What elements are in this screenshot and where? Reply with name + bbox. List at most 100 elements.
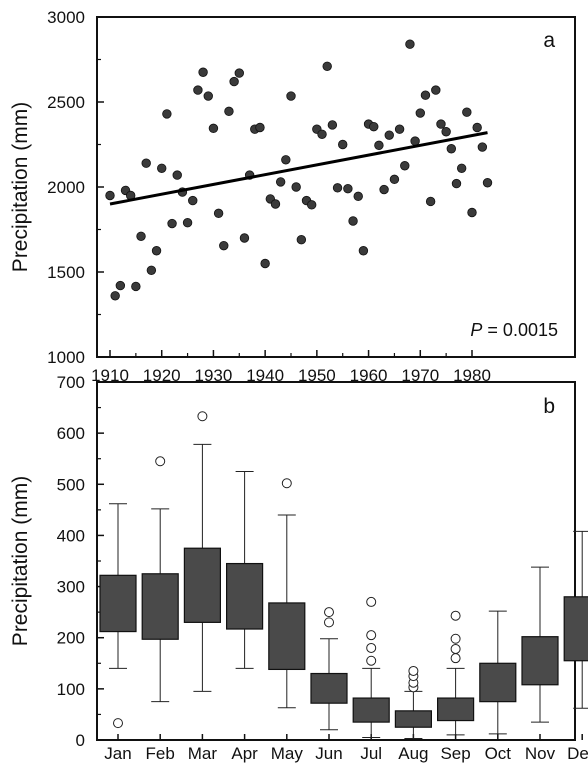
- data-point: [369, 121, 379, 132]
- panel-a-xtick-label: 1920: [143, 366, 181, 385]
- iqr-box: [310, 672, 348, 704]
- data-point: [213, 208, 224, 219]
- month-box-jul: [352, 596, 390, 738]
- month-box-aug: [394, 665, 432, 739]
- outlier-point: [324, 617, 334, 628]
- data-point: [405, 39, 415, 49]
- data-point: [338, 139, 348, 150]
- data-point: [136, 231, 146, 242]
- panel-a-ytick-label: 2000: [47, 178, 85, 197]
- panel-a-xtick-label: 1940: [246, 366, 284, 385]
- month-box-sep: [437, 610, 475, 736]
- month-label: Apr: [231, 744, 258, 763]
- month-box-may: [268, 478, 306, 709]
- iqr-box: [141, 573, 179, 640]
- iqr-box: [437, 697, 475, 722]
- panel-b-ticks: 0 100 200 300 400 500 600 700 Jan Feb Mar Apr May Jun…: [57, 373, 588, 763]
- month-box-feb: [141, 456, 179, 703]
- data-point: [482, 178, 493, 188]
- data-point: [472, 122, 482, 133]
- data-point: [193, 85, 203, 95]
- iqr-box: [479, 662, 517, 703]
- iqr-box: [226, 562, 264, 630]
- panel-a-xtick-label: 1980: [453, 366, 491, 385]
- data-point: [110, 291, 120, 301]
- panel-b-boxplot: 0 100 200 300 400 500 600 700 Jan Feb Mar Apr May Jun…: [9, 373, 588, 763]
- panel-a-ytick-label: 1000: [47, 348, 85, 367]
- panel-a-ylabel: Precipitation (mm): [9, 102, 32, 272]
- panel-a-ytick-label: 3000: [47, 8, 85, 27]
- data-point: [141, 158, 151, 168]
- data-point: [322, 61, 332, 72]
- panel-a-xtick-label: 1950: [298, 366, 336, 385]
- panel-b-ytick-label: 200: [57, 629, 85, 648]
- iqr-box: [99, 574, 137, 633]
- month-label: Oct: [485, 744, 512, 763]
- data-point: [451, 178, 462, 189]
- iqr-box: [563, 596, 588, 662]
- outlier-point: [366, 630, 377, 641]
- panel-a-xtick-label: 1960: [350, 366, 388, 385]
- panel-b-ytick-label: 600: [57, 424, 85, 443]
- month-box-apr: [226, 471, 264, 669]
- data-point: [151, 246, 162, 256]
- panel-b-ytick-label: 400: [57, 526, 85, 545]
- panel-a-ytick-label: 2500: [47, 93, 85, 112]
- outlier-point: [366, 642, 377, 653]
- data-point: [234, 68, 244, 78]
- outlier-point: [450, 610, 461, 621]
- data-point: [208, 123, 219, 134]
- data-point: [239, 233, 250, 243]
- iqr-box: [521, 636, 559, 686]
- panel-b-boxes: [99, 411, 588, 739]
- data-point: [374, 140, 384, 151]
- data-point: [332, 183, 343, 193]
- outlier-point: [324, 607, 334, 618]
- data-point: [260, 258, 270, 269]
- data-point: [306, 200, 317, 210]
- data-point: [198, 67, 208, 77]
- data-point: [410, 136, 420, 146]
- iqr-box: [268, 602, 306, 671]
- data-point: [317, 129, 327, 140]
- panel-a-xtick-label: 1970: [401, 366, 439, 385]
- month-label: Jun: [315, 744, 342, 763]
- data-point: [286, 91, 296, 101]
- panel-a-scatter: 1910 1920 1930 1940 1950 1960 1970 1980 1000 1500…: [9, 8, 576, 385]
- data-point: [348, 216, 358, 226]
- data-point: [456, 163, 467, 174]
- data-point: [415, 108, 425, 118]
- outlier-point: [450, 653, 461, 664]
- panel-b-ylabel: Precipitation (mm): [9, 476, 32, 646]
- data-point: [446, 144, 457, 154]
- panel-b-ytick-label: 500: [57, 475, 85, 494]
- data-point: [389, 174, 400, 185]
- trend-line: [109, 131, 488, 206]
- month-label: Feb: [146, 744, 175, 763]
- data-point: [425, 196, 436, 207]
- panel-a-ticks: 1910 1920 1930 1940 1950 1960 1970 1980 1000 1500…: [47, 8, 491, 385]
- outlier-point: [113, 718, 123, 729]
- panel-a-xtick-label: 1930: [195, 366, 233, 385]
- data-point: [431, 85, 441, 95]
- outlier-point: [155, 456, 166, 467]
- outlier-point: [197, 411, 208, 422]
- data-point: [203, 91, 213, 101]
- iqr-box: [183, 547, 221, 623]
- data-point: [477, 142, 488, 152]
- outlier-point: [366, 655, 377, 666]
- data-point: [162, 109, 172, 119]
- data-point: [436, 119, 446, 129]
- month-label: Nov: [525, 744, 556, 763]
- panel-a-letter: a: [543, 29, 555, 52]
- data-point: [441, 127, 451, 137]
- data-point: [353, 191, 363, 202]
- panel-b-letter: b: [543, 395, 555, 418]
- month-label: Sep: [440, 744, 470, 763]
- outlier-point: [450, 633, 461, 644]
- p-value-var: P: [470, 320, 482, 340]
- outlier-point: [408, 665, 419, 676]
- iqr-box: [352, 697, 390, 723]
- data-point: [420, 90, 431, 100]
- month-box-jun: [310, 607, 348, 731]
